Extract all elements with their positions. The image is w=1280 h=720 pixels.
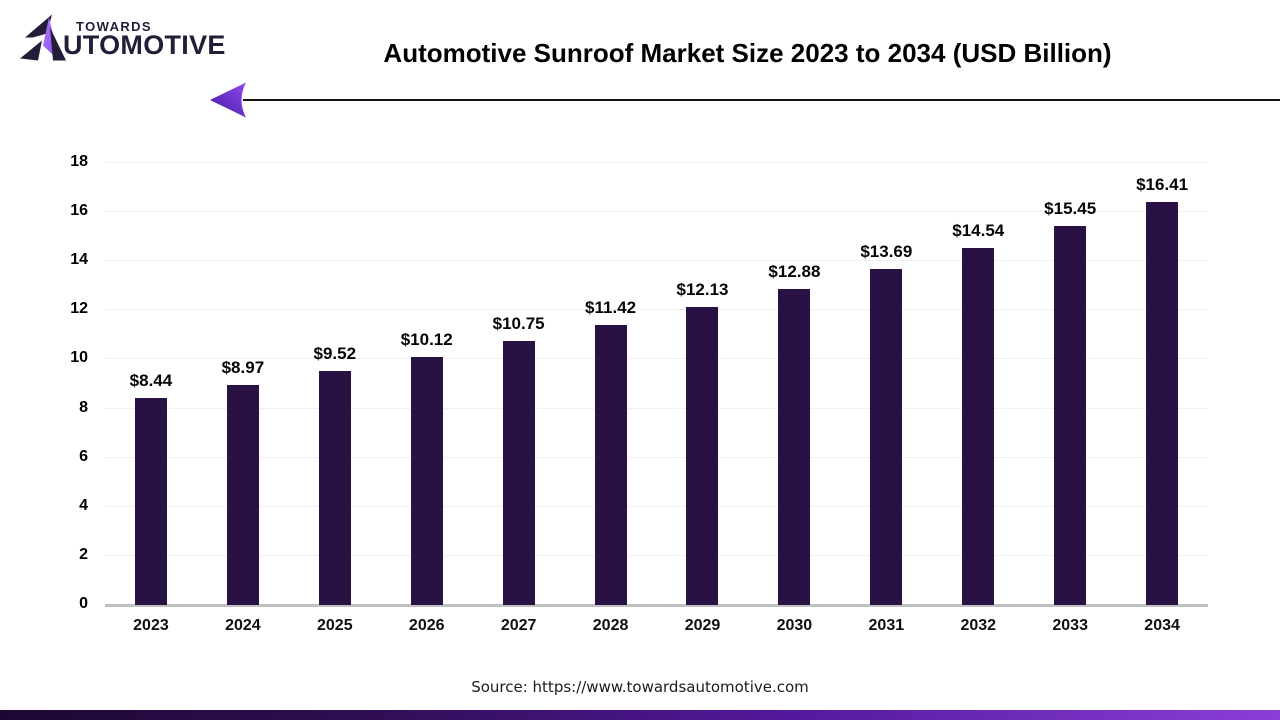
x-tick-label: 2031 — [868, 617, 905, 634]
bar-value-label: $12.88 — [768, 261, 821, 281]
y-tick-label: 8 — [79, 398, 88, 416]
page-title: Automotive Sunroof Market Size 2023 to 2… — [383, 38, 1112, 68]
bar — [870, 268, 903, 605]
bar-value-label: $15.45 — [1044, 198, 1097, 218]
bar-value-label: $9.52 — [313, 344, 357, 364]
bar-group-2026: $10.12 — [381, 163, 473, 605]
brand-logo: TOWARDS UTOMOTIVE — [20, 12, 226, 68]
gridline — [105, 554, 1208, 556]
x-tick-label: 2028 — [592, 617, 629, 634]
y-tick-label: 4 — [79, 496, 88, 514]
bar — [226, 384, 259, 605]
gridline — [105, 358, 1208, 360]
y-tick-label: 16 — [70, 202, 88, 220]
gridline — [105, 407, 1208, 409]
towards-automotive-logo-icon — [20, 14, 66, 61]
x-tick-label: 2024 — [225, 617, 261, 634]
bar — [410, 356, 443, 605]
y-tick-label: 18 — [70, 153, 88, 170]
bar-group-2033: $15.45 — [1024, 163, 1116, 605]
bar-value-label: $12.13 — [676, 280, 729, 300]
bar-value-label: $8.97 — [221, 357, 265, 377]
y-tick-label: 2 — [79, 545, 88, 563]
bar-value-label: $16.41 — [1136, 175, 1189, 195]
bar-value-label: $8.44 — [129, 370, 173, 390]
bar — [686, 307, 719, 605]
x-tick-label: 2025 — [317, 617, 353, 634]
brand-logo-text: TOWARDS UTOMOTIVE — [63, 12, 226, 61]
gridline — [105, 260, 1208, 262]
gridline — [105, 505, 1208, 507]
brand-word-automotive: UTOMOTIVE — [63, 30, 226, 60]
x-tick-label: 2029 — [684, 617, 721, 634]
bar-group-2025: $9.52 — [289, 163, 381, 605]
bar-group-2027: $10.75 — [473, 163, 565, 605]
bar-value-label: $14.54 — [952, 220, 1005, 240]
y-axis: 0 2 4 6 8 10 12 14 16 18 — [38, 154, 88, 612]
bar — [962, 247, 995, 605]
bar — [594, 324, 627, 605]
bar-group-2034: $16.41 — [1116, 163, 1208, 605]
x-tick-label: 2034 — [1144, 617, 1180, 634]
bar — [1146, 202, 1179, 605]
bar-group-2030: $12.88 — [748, 163, 840, 605]
x-axis-line — [105, 604, 1208, 607]
bar-value-label: $11.42 — [585, 297, 637, 317]
bar-series: $8.44 $8.97 $9.52 $10.12 $10.75 $11.42 $12.13 $… — [105, 163, 1208, 605]
gridline — [105, 456, 1208, 458]
source-text: Source: https://www.towardsautomotive.co… — [471, 678, 809, 696]
bottom-accent-bar — [0, 710, 1280, 720]
y-tick-label: 6 — [79, 447, 88, 465]
brand-word-towards: TOWARDS — [76, 19, 153, 34]
x-tick-label: 2033 — [1052, 617, 1088, 634]
bar-group-2024: $8.97 — [197, 163, 289, 605]
bar — [1054, 225, 1087, 605]
x-tick-label: 2030 — [776, 617, 813, 634]
x-tick-label: 2026 — [408, 617, 445, 634]
bar-group-2032: $14.54 — [932, 163, 1024, 605]
bar-group-2028: $11.42 — [565, 163, 657, 605]
bar — [134, 397, 167, 605]
bar-value-label: $10.75 — [492, 314, 545, 334]
plot-area: $8.44 $8.97 $9.52 $10.12 $10.75 $11.42 $12.13 $… — [105, 162, 1208, 607]
y-tick-label: 14 — [70, 251, 88, 269]
title-underline-arrow-shaft — [243, 99, 1280, 101]
bar-group-2023: $8.44 — [105, 163, 197, 605]
left-arrow-icon — [210, 82, 246, 118]
y-tick-label: 10 — [70, 349, 88, 367]
gridline — [105, 162, 1208, 163]
x-axis: 2023 2024 2025 2026 2027 2028 2029 2030 2031 2032… — [105, 617, 1208, 635]
x-tick-label: 2023 — [133, 617, 169, 634]
bar-value-label: $13.69 — [860, 241, 913, 261]
bar-value-label: $10.12 — [400, 329, 453, 349]
y-tick-label: 0 — [79, 595, 88, 612]
bar-group-2029: $12.13 — [657, 163, 749, 605]
gridline — [105, 309, 1208, 311]
x-tick-label: 2032 — [960, 617, 997, 634]
bar — [778, 288, 811, 605]
x-tick-label: 2027 — [500, 617, 537, 634]
gridline — [105, 211, 1208, 213]
bar-group-2031: $13.69 — [840, 163, 932, 605]
bar — [318, 371, 351, 605]
bar — [502, 341, 535, 605]
y-tick-label: 12 — [70, 300, 88, 318]
